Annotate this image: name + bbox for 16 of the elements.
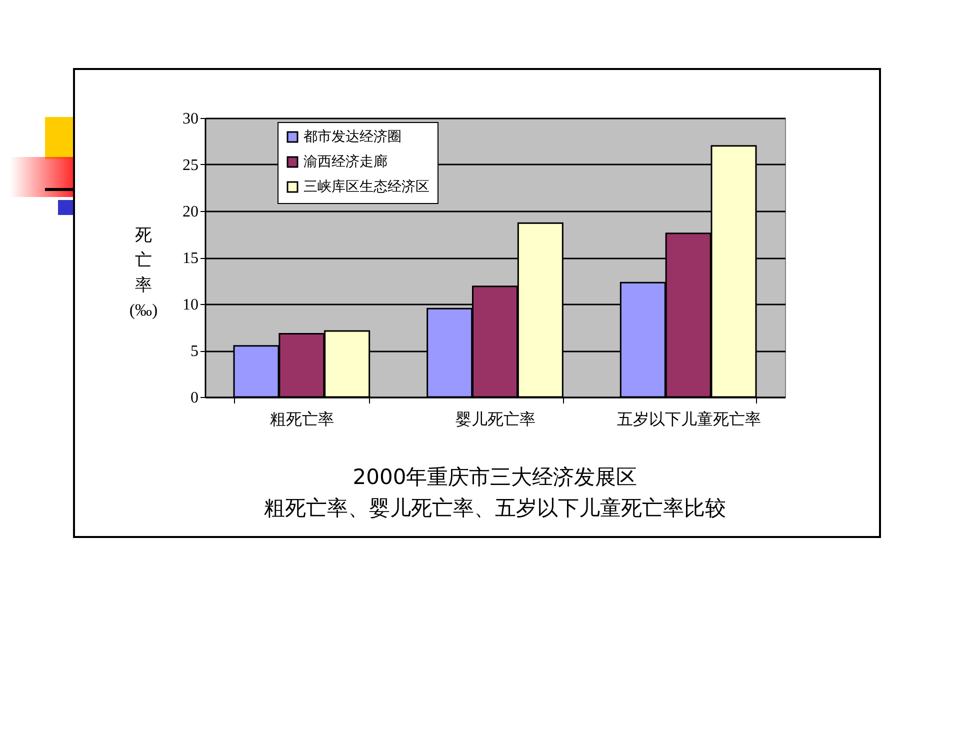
- legend-label: 渝西经济走廊: [304, 154, 388, 170]
- y-tick-label: 5: [190, 343, 198, 360]
- text: 2000年重庆市三大经济发展区: [352, 465, 638, 489]
- y-tick-label: 0: [190, 390, 198, 406]
- x-tick-label: 婴儿死亡率: [456, 410, 536, 428]
- y-tick-label: 15: [182, 250, 198, 267]
- y-tick-label: 20: [182, 204, 198, 220]
- legend-label: 都市发达经济圈: [304, 129, 402, 145]
- x-tick-label: 粗死亡率: [270, 410, 334, 428]
- y-tick-label: 10: [182, 296, 198, 314]
- text: 粗死亡率、婴儿死亡率、五岁以下儿童死亡率比较: [264, 496, 726, 520]
- y-tick-label: 30: [182, 110, 198, 128]
- y-tick-label: 25: [182, 157, 198, 174]
- x-tick-label: 五岁以下儿童死亡率: [616, 410, 761, 428]
- legend-label: 三峡库区生态经济区: [304, 179, 430, 195]
- y-axis-title: 死亡率(‰): [129, 226, 158, 320]
